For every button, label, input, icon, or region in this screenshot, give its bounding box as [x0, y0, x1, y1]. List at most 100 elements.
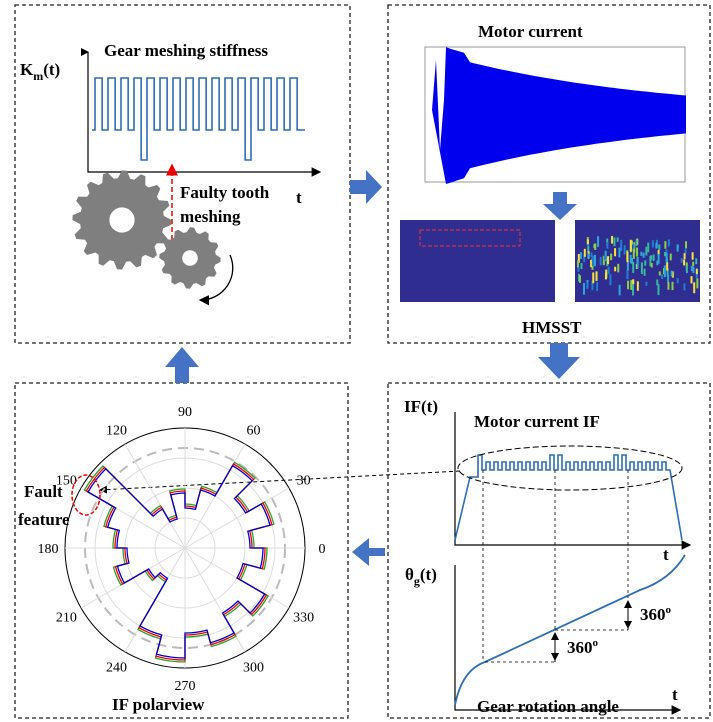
spectrogram-cell: [609, 274, 611, 285]
spectrogram-cell: [633, 249, 635, 259]
spectrogram-cell: [611, 236, 613, 244]
spectrogram-cell: [583, 283, 585, 295]
spectrogram-cell: [619, 285, 621, 296]
spectrogram-cell: [637, 258, 639, 266]
spectrogram-cell: [580, 252, 582, 259]
spectrogram-cell: [643, 253, 645, 258]
spectrogram-cell: [626, 270, 628, 279]
spectrogram-cell: [607, 256, 609, 264]
spectrogram-cell: [667, 275, 669, 283]
caption: HMSST: [522, 318, 582, 337]
spectrogram-cell: [579, 275, 581, 282]
spectrogram-cell: [636, 239, 638, 246]
axes: [455, 412, 690, 545]
x-label: t: [296, 188, 302, 207]
spectrogram-cell: [671, 271, 673, 277]
spectrogram-cell: [686, 266, 688, 273]
spectrogram-cell: [692, 262, 694, 266]
annotation: feature: [18, 510, 70, 529]
current-signal: [432, 47, 686, 184]
spectrogram-cell: [683, 260, 685, 266]
spectrogram-cell: [606, 242, 608, 249]
spectrogram-cell: [588, 254, 590, 259]
title: Motor current IF: [474, 412, 600, 431]
spectrogram-cell: [637, 281, 639, 290]
y-label-rest: (t): [420, 565, 437, 584]
annotation: Fault: [24, 482, 63, 501]
spectrogram-cell: [664, 252, 666, 256]
spectrogram-cell: [658, 254, 660, 264]
spectrogram-cell: [587, 239, 589, 244]
spectrogram-cell: [693, 282, 695, 293]
gear-hole: [109, 207, 134, 232]
spectrogram-cell: [610, 254, 612, 261]
spectrogram-cell: [592, 272, 594, 283]
spectrogram-cell: [630, 255, 632, 263]
y-label-base: K: [20, 60, 34, 79]
spectrogram-cell: [645, 247, 647, 256]
title: Gear meshing stiffness: [104, 41, 268, 60]
spectrogram-cell: [597, 236, 599, 247]
y-label: θg(t): [405, 565, 437, 588]
spectrogram-cell: [664, 241, 666, 249]
spectrogram-cell: [696, 278, 698, 288]
diagram: Km(t) Gear meshing stiffness t Faulty to…: [0, 0, 713, 722]
spectrogram-cell: [647, 243, 649, 253]
spectrogram-cell: [594, 255, 596, 266]
spectrogram-cell: [666, 262, 668, 270]
spectrogram-cell: [696, 269, 698, 274]
angle-sup: o: [593, 637, 599, 649]
spectrogram-cell: [587, 247, 589, 252]
spectrogram-cell: [614, 267, 616, 272]
spectrogram-cell: [630, 240, 632, 252]
spectrogram-cell: [620, 240, 622, 251]
spectrogram-cell: [580, 263, 582, 269]
spectrogram-cell: [645, 282, 647, 286]
caption: IF polarview: [112, 695, 205, 714]
x-label: t: [663, 545, 669, 564]
axes: [88, 52, 320, 172]
spectrogram: [400, 220, 555, 302]
angle-label: 30: [297, 474, 311, 489]
spectrogram-cell: [590, 260, 592, 267]
spectrogram-cell: [641, 262, 643, 274]
spectrogram-cell: [614, 248, 616, 256]
spectrogram-cell: [661, 274, 663, 279]
angle-label: 60: [247, 423, 261, 438]
spectrogram-cell: [604, 256, 606, 260]
spectrogram-cell: [650, 255, 652, 260]
spectrogram-cell: [664, 265, 666, 277]
spectrogram-cell: [605, 273, 607, 279]
spectrogram-cell: [618, 248, 620, 258]
y-label: Km(t): [20, 60, 60, 83]
gear-hole: [182, 250, 198, 266]
angle-label: 180: [38, 542, 59, 557]
angle-label: 210: [56, 611, 77, 626]
if-trace: [455, 455, 682, 540]
spectrogram-cell: [636, 247, 638, 256]
angle-label: 90: [178, 405, 192, 420]
spectrogram-cell: [685, 249, 687, 253]
spectrogram-cell: [596, 282, 598, 291]
angle-value: 360: [567, 638, 593, 657]
spectrogram-cell: [667, 282, 669, 290]
y-label: IF(t): [404, 397, 438, 416]
spectrogram-cell: [677, 245, 679, 252]
spectrogram-cell: [591, 252, 593, 257]
spectrogram-cell: [657, 284, 659, 295]
spectrogram-cell: [684, 253, 686, 259]
spectrogram-cell: [596, 271, 598, 281]
angle-label: 360o: [640, 604, 672, 624]
spectrogram-cell: [644, 269, 646, 276]
title: Motor current: [478, 22, 583, 41]
spectrogram-cell: [691, 266, 693, 271]
angle-value: 360: [640, 605, 666, 624]
caption: Gear rotation angle: [477, 697, 619, 716]
spectrogram-cell: [695, 258, 697, 264]
spectrogram-cell: [668, 239, 670, 246]
angle-label: 0: [319, 542, 326, 557]
x-label: t: [672, 685, 678, 704]
polar-trace: [88, 466, 270, 658]
spectrogram-cell: [617, 237, 619, 241]
angle-label: 270: [175, 679, 196, 694]
